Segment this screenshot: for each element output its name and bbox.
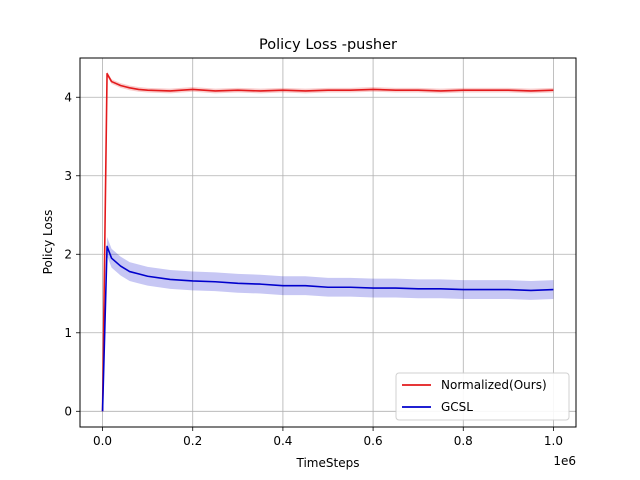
series-lines <box>101 72 554 412</box>
y-tick-label: 0 <box>64 404 72 418</box>
x-tick-label: 1.0 <box>544 434 563 448</box>
chart-title: Policy Loss -pusher <box>259 37 397 53</box>
line-gcsl <box>101 245 554 412</box>
x-tick-label: 0.4 <box>273 434 292 448</box>
x-axis: 0.0 0.2 0.4 0.6 0.8 1.0 <box>93 427 563 448</box>
line-normalized <box>101 72 554 412</box>
plot-frame <box>79 57 577 428</box>
band-gcsl <box>102 237 554 412</box>
legend: Normalized(Ours) GCSL <box>395 372 570 421</box>
y-tick-label: 4 <box>64 90 72 104</box>
legend-label-gcsl: GCSL <box>441 400 473 414</box>
legend-label-normalized: Normalized(Ours) <box>441 378 547 392</box>
x-tick-label: 0.0 <box>93 434 112 448</box>
confidence-bands <box>102 71 554 412</box>
y-axis: 0 1 2 3 4 <box>64 90 80 418</box>
y-tick-label: 1 <box>64 326 72 340</box>
plot-background <box>80 58 576 427</box>
x-axis-offset-label: 1e6 <box>553 454 576 468</box>
legend-box <box>395 372 570 421</box>
x-axis-label: TimeSteps <box>296 456 360 470</box>
x-tick-label: 0.6 <box>364 434 383 448</box>
x-tick-label: 0.8 <box>454 434 473 448</box>
grid <box>80 58 576 427</box>
y-tick-label: 3 <box>64 169 72 183</box>
y-tick-label: 2 <box>64 247 72 261</box>
y-axis-label: Policy Loss <box>41 210 55 275</box>
x-tick-label: 0.2 <box>183 434 202 448</box>
